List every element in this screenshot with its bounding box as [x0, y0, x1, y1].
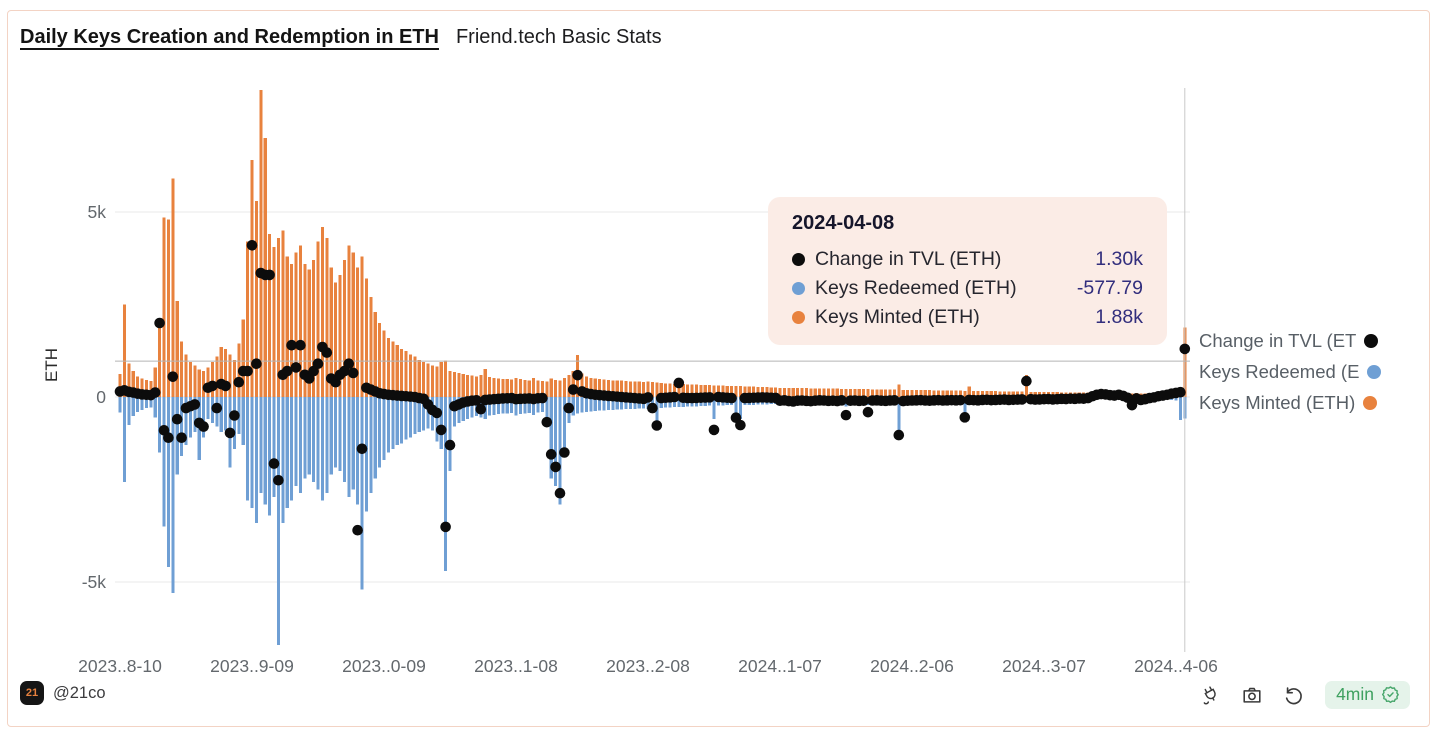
header: Daily Keys Creation and Redemption in ET…: [20, 26, 662, 49]
tooltip-value: 1.30k: [1095, 248, 1143, 270]
tvl-change-dots[interactable]: [114, 240, 1191, 536]
svg-text:2023..2-08: 2023..2-08: [606, 656, 690, 676]
svg-text:2024..2-06: 2024..2-06: [870, 656, 954, 676]
tooltip-value: 1.88k: [1095, 306, 1143, 328]
keys-redeemed-bars[interactable]: [118, 397, 1187, 645]
svg-text:2023..8-10: 2023..8-10: [78, 656, 162, 676]
svg-text:2023..1-08: 2023..1-08: [474, 656, 558, 676]
tooltip-row-redeemed: Keys Redeemed (ETH) -577.79: [792, 274, 1143, 303]
svg-text:5k: 5k: [88, 202, 107, 222]
cache-age-text: 4min: [1336, 684, 1374, 704]
svg-text:2024..1-07: 2024..1-07: [738, 656, 822, 676]
tooltip-label: Keys Redeemed (ETH): [815, 277, 1017, 299]
legend-item-tvl[interactable]: Change in TVL (ET: [1199, 325, 1381, 356]
minted-dot-icon: [792, 311, 805, 324]
21co-logo: 21: [20, 681, 44, 705]
legend-label: Keys Minted (ETH): [1199, 391, 1356, 413]
tvl-dot-icon: [792, 253, 805, 266]
tooltip-row-minted: Keys Minted (ETH) 1.88k: [792, 303, 1143, 332]
svg-text:-5k: -5k: [82, 572, 107, 592]
redeemed-dot-icon: [1367, 364, 1382, 379]
page-subtitle: Friend.tech Basic Stats: [455, 26, 662, 48]
redeemed-dot-icon: [792, 282, 805, 295]
minted-dot-icon: [1363, 395, 1378, 410]
svg-text:2023..0-09: 2023..0-09: [342, 656, 426, 676]
tooltip-value: -577.79: [1076, 277, 1143, 299]
tooltip-date: 2024-04-08: [792, 212, 895, 234]
crosshair-lines: [115, 88, 1190, 652]
tooltip-label: Keys Minted (ETH): [815, 306, 980, 328]
legend-item-redeemed[interactable]: Keys Redeemed (E: [1199, 356, 1382, 387]
legend-label: Change in TVL (ET: [1199, 329, 1357, 351]
y-axis-tick-labels: 5k 0 -5k: [82, 202, 107, 592]
attribution[interactable]: 21 @21co: [20, 681, 106, 705]
camera-icon[interactable]: [1241, 684, 1263, 706]
svg-text:0: 0: [96, 387, 106, 407]
legend: Change in TVL (ET Keys Redeemed (E Keys …: [1199, 325, 1382, 418]
svg-text:2024..4-06: 2024..4-06: [1134, 656, 1218, 676]
page-title: Daily Keys Creation and Redemption in ET…: [20, 26, 439, 48]
tooltip-row-tvl: Change in TVL (ETH) 1.30k: [792, 245, 1143, 274]
keys-minted-bars[interactable]: [118, 89, 1187, 398]
hover-tooltip: 2024-04-08 Change in TVL (ETH) 1.30k Key…: [768, 197, 1167, 345]
svg-text:2024..3-07: 2024..3-07: [1002, 656, 1086, 676]
toolbar: 4min: [1199, 681, 1410, 709]
x-axis-tick-labels: 2023..8-10 2023..9-09 2023..0-09 2023..1-08…: [78, 656, 1218, 676]
plug-icon[interactable]: [1199, 684, 1221, 706]
tooltip-label: Change in TVL (ETH): [815, 248, 1002, 270]
legend-item-minted[interactable]: Keys Minted (ETH): [1199, 387, 1381, 418]
cache-age-badge[interactable]: 4min: [1325, 681, 1410, 709]
tvl-dot-icon: [1364, 333, 1379, 348]
verified-check-icon: [1381, 685, 1400, 704]
svg-text:2023..9-09: 2023..9-09: [210, 656, 294, 676]
legend-label: Keys Redeemed (E: [1199, 360, 1360, 382]
author-handle: @21co: [53, 683, 106, 702]
undo-refresh-icon[interactable]: [1283, 684, 1305, 706]
